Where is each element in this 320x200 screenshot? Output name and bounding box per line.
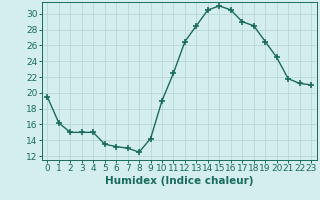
X-axis label: Humidex (Indice chaleur): Humidex (Indice chaleur) — [105, 176, 253, 186]
